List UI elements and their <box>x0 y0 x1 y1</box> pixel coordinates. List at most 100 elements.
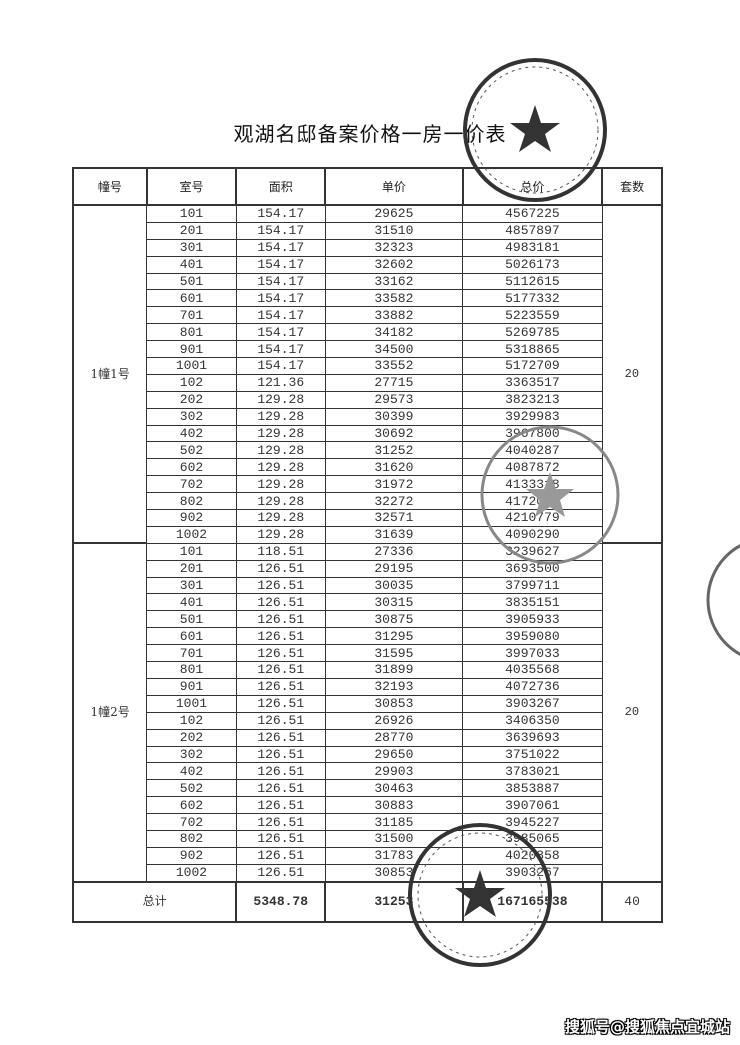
cell-total-price: 3751022 <box>462 745 603 764</box>
building-name: 1幢1号 <box>72 204 148 545</box>
total-label: 总计 <box>71 880 238 923</box>
cell-room: 601 <box>146 627 237 646</box>
building-name: 1幢2号 <box>72 542 148 883</box>
cell-unit-price: 26926 <box>324 711 464 730</box>
cell-unit-price: 30853 <box>324 863 464 883</box>
cell-unit-price: 30692 <box>324 424 464 443</box>
cell-area: 126.51 <box>235 593 326 612</box>
cell-area: 126.51 <box>235 627 326 646</box>
cell-area: 129.28 <box>235 458 326 477</box>
table-row: 701 154.17 33882 5223559 <box>73 306 662 325</box>
header-unit-price: 单价 <box>324 167 464 206</box>
cell-total-price: 3783021 <box>462 762 603 781</box>
cell-area: 129.28 <box>235 509 326 527</box>
cell-room: 802 <box>146 492 237 511</box>
total-row: 总计 5348.78 31253 167165538 40 <box>71 880 663 923</box>
cell-total-price: 5269785 <box>462 323 603 342</box>
cell-total-price: 5026173 <box>462 255 603 274</box>
cell-room: 102 <box>146 711 237 730</box>
cell-room: 801 <box>146 323 237 342</box>
cell-total-price: 3835151 <box>462 593 603 612</box>
cell-total-price: 3945227 <box>462 813 603 831</box>
cell-total-price: 3985065 <box>462 829 603 848</box>
cell-total-price: 3239627 <box>462 542 603 561</box>
cell-room: 602 <box>146 458 237 477</box>
cell-total-price: 4210779 <box>462 509 603 527</box>
table-row: 902 126.51 31783 4020858 <box>73 846 662 865</box>
cell-unit-price: 33882 <box>324 306 464 325</box>
cell-room: 201 <box>146 559 237 578</box>
table-row: 601 126.51 31295 3959080 <box>73 627 662 646</box>
cell-room: 202 <box>146 390 237 409</box>
cell-total-price: 3997033 <box>462 644 603 663</box>
table-row: 702 129.28 31972 4133318 <box>73 475 662 494</box>
cell-unit-price: 27336 <box>324 542 464 561</box>
cell-room: 302 <box>146 407 237 426</box>
table-row: 801 154.17 34182 5269785 <box>73 323 662 342</box>
cell-total-price: 4040287 <box>462 441 603 460</box>
cell-room: 501 <box>146 272 237 291</box>
cell-unit-price: 30883 <box>324 796 464 815</box>
cell-room: 101 <box>146 542 237 561</box>
table-header-row: 幢号 室号 面积 单价 总价 套数 <box>72 167 663 206</box>
cell-unit-price: 34182 <box>324 323 464 342</box>
cell-unit-price: 31185 <box>324 813 464 831</box>
table-row: 901 154.17 34500 5318865 <box>73 340 662 359</box>
cell-total-price: 4087872 <box>462 458 603 477</box>
cell-area: 129.28 <box>235 441 326 460</box>
cell-total-price: 5177332 <box>462 289 603 308</box>
table-row: 1002 126.51 30853 3903267 <box>73 863 662 883</box>
cell-unit-price: 32602 <box>324 255 464 274</box>
cell-area: 129.28 <box>235 390 326 409</box>
cell-total-price: 3929983 <box>462 407 603 426</box>
table-row: 102 126.51 26926 3406350 <box>73 711 662 730</box>
cell-area: 126.51 <box>235 728 326 747</box>
table-row: 802 129.28 32272 4172081 <box>73 492 662 511</box>
cell-total-price: 5318865 <box>462 340 603 359</box>
cell-area: 129.28 <box>235 424 326 443</box>
table-row: 502 126.51 30463 3853887 <box>73 779 662 798</box>
table-row: 201 126.51 29195 3693500 <box>73 559 662 578</box>
cell-unit-price: 31510 <box>324 221 464 240</box>
cell-unit-price: 32272 <box>324 492 464 511</box>
watermark: 搜狐号@搜狐焦点宜城站 <box>564 1018 730 1036</box>
cell-total-price: 3903267 <box>462 863 603 883</box>
table-row: 302 126.51 29650 3751022 <box>73 745 662 764</box>
cell-total-price: 5223559 <box>462 306 603 325</box>
cell-area: 126.51 <box>235 762 326 781</box>
total-unit-price: 31253 <box>324 880 464 923</box>
cell-room: 802 <box>146 829 237 848</box>
cell-room: 702 <box>146 813 237 831</box>
cell-unit-price: 29573 <box>324 390 464 409</box>
cell-total-price: 4983181 <box>462 238 603 257</box>
cell-unit-price: 30463 <box>324 779 464 798</box>
cell-room: 902 <box>146 846 237 865</box>
table-row: 402 126.51 29903 3783021 <box>73 762 662 781</box>
header-area: 面积 <box>235 167 327 206</box>
cell-room: 602 <box>146 796 237 815</box>
cell-room: 702 <box>146 475 237 494</box>
cell-total-price: 3903267 <box>462 694 603 713</box>
partial-seal-edge <box>706 544 740 656</box>
cell-unit-price: 31783 <box>324 846 464 865</box>
table-row: 602 126.51 30883 3907061 <box>73 796 662 815</box>
table-row: 701 126.51 31595 3997033 <box>73 644 662 663</box>
cell-unit-price: 31500 <box>324 829 464 848</box>
cell-room: 901 <box>146 340 237 359</box>
cell-room: 1001 <box>146 694 237 713</box>
cell-total-price: 4567225 <box>462 204 603 223</box>
price-table: 幢号 室号 面积 单价 总价 套数 1幢1号 101 154.17 29625 4567… <box>71 167 663 923</box>
cell-area: 126.51 <box>235 694 326 713</box>
cell-area: 129.28 <box>235 492 326 511</box>
total-area: 5348.78 <box>235 880 327 923</box>
cell-unit-price: 30875 <box>324 610 464 629</box>
cell-total-price: 4133318 <box>462 475 603 494</box>
cell-area: 154.17 <box>235 340 326 359</box>
table-row: 502 129.28 31252 4040287 <box>73 441 662 460</box>
cell-area: 126.51 <box>235 559 326 578</box>
cell-room: 401 <box>146 593 237 612</box>
table-row: 401 154.17 32602 5026173 <box>73 255 662 274</box>
cell-unit-price: 32323 <box>324 238 464 257</box>
table-row: 501 126.51 30875 3905933 <box>73 610 662 629</box>
cell-area: 154.17 <box>235 357 326 375</box>
